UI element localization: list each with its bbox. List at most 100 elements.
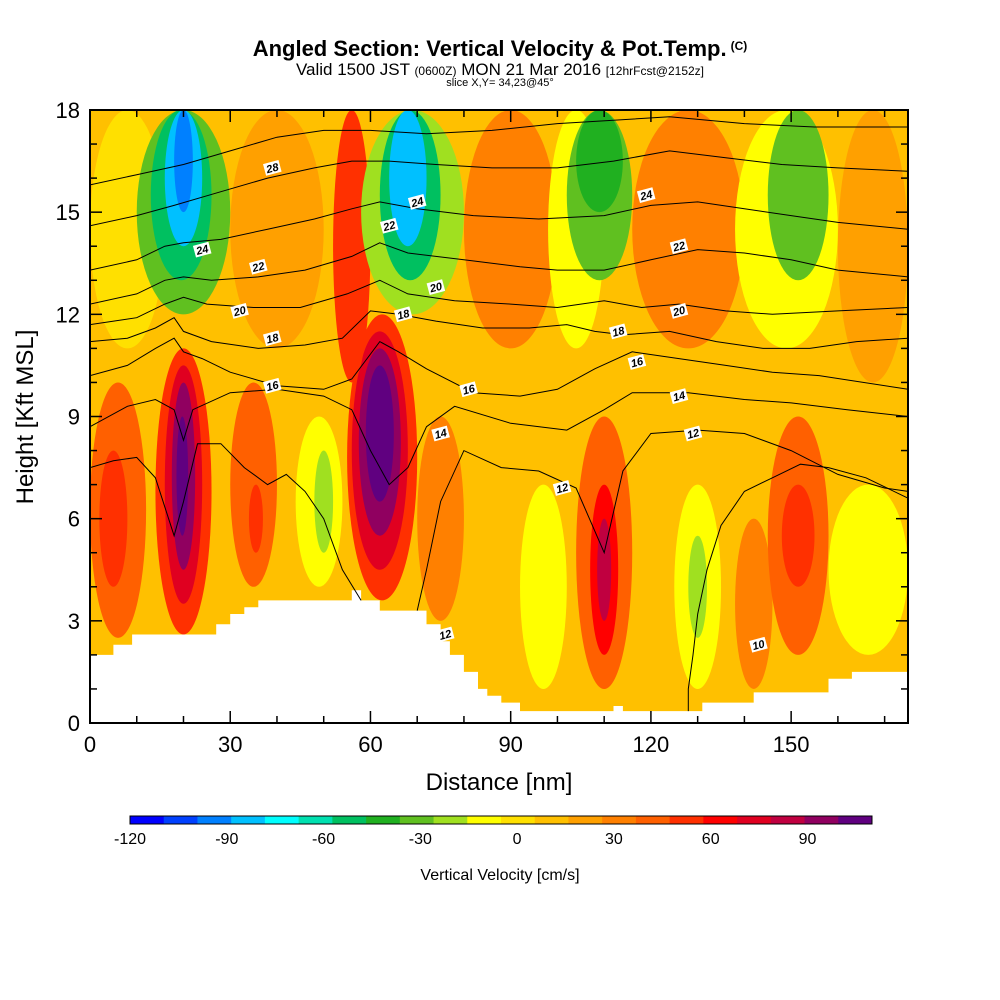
contour-line-14 <box>90 388 908 486</box>
velocity-cell <box>632 110 745 349</box>
contour-line-16 <box>90 337 908 397</box>
colorbar-swatch <box>534 816 569 824</box>
colorbar-swatch <box>332 816 367 824</box>
contour-label: 24 <box>636 187 656 204</box>
forecast-info: [12hrFcst@2152z] <box>605 64 705 78</box>
colorbar-swatch <box>804 816 839 824</box>
contour-label-text: 14 <box>672 390 687 405</box>
contour-line-28 <box>90 116 908 186</box>
velocity-cell <box>688 535 708 638</box>
contour-label-box <box>230 303 249 319</box>
y-tick-label: 9 <box>68 405 80 430</box>
x-tick-label: 120 <box>633 732 670 757</box>
valid-time-line: Valid 1500 JST (0600Z) MON 21 Mar 2016 [… <box>0 60 1000 80</box>
contour-label-text: 20 <box>671 304 688 319</box>
contour-label: 20 <box>426 279 446 296</box>
contour-label-text: 16 <box>461 383 477 398</box>
velocity-cell <box>248 484 263 553</box>
x-tick-label: 90 <box>498 732 522 757</box>
colorbar-swatch <box>399 816 435 824</box>
contour-label: 18 <box>263 330 282 347</box>
colorbar-swatch <box>770 816 806 824</box>
contour-label: 12 <box>683 425 703 442</box>
colorbar-tick-label: 60 <box>702 831 720 848</box>
contour-label-text: 24 <box>409 195 425 210</box>
contour-label-text: 10 <box>751 638 767 653</box>
colorbar-swatch <box>501 816 536 824</box>
y-tick-label: 18 <box>56 98 80 123</box>
contour-label-box <box>192 241 212 258</box>
x-axis-label: Distance [nm] <box>426 769 573 796</box>
colorbar-swatch <box>602 816 637 824</box>
velocity-cell <box>781 484 815 587</box>
contour-label-box <box>431 425 450 442</box>
y-tick-label: 6 <box>68 507 80 532</box>
colorbar-swatch <box>264 816 300 824</box>
contour-label-text: 20 <box>231 304 248 319</box>
contour-label-text: 12 <box>555 482 570 497</box>
contour-label-box <box>459 381 478 398</box>
contour-label-text: 12 <box>686 427 701 442</box>
contour-line-22 <box>90 242 908 305</box>
x-tick-label: 60 <box>358 732 382 757</box>
contour-line-10 <box>687 463 908 712</box>
contour-label: 22 <box>249 258 268 275</box>
velocity-cell <box>230 382 277 587</box>
colorbar-swatch <box>838 816 873 824</box>
contour-label-text: 20 <box>428 280 445 295</box>
contour-label: 18 <box>393 306 413 323</box>
colorbar-swatch <box>298 816 333 824</box>
colorbar-swatch <box>467 816 502 824</box>
contour-label-box <box>249 258 268 275</box>
colorbar-swatch <box>197 816 232 824</box>
colorbar-swatch <box>366 816 401 824</box>
velocity-cell <box>230 110 324 349</box>
colorbar-tick-label: 30 <box>605 831 623 848</box>
contour-label-box <box>608 323 628 340</box>
velocity-cell <box>576 110 623 213</box>
contour-label-box <box>749 636 768 653</box>
contour-label: 18 <box>608 323 628 340</box>
y-tick-label: 3 <box>68 609 80 634</box>
contour-line-12 <box>90 443 362 601</box>
valid-time: Valid 1500 JST <box>295 60 410 79</box>
terrain-shape <box>90 590 908 723</box>
contour-label: 16 <box>627 354 647 370</box>
y-axis-label: Height [Kft MSL] <box>12 330 39 505</box>
velocity-cell <box>837 110 908 383</box>
colorbar-tick-label: -30 <box>409 831 432 848</box>
y-tick-label: 12 <box>56 302 80 327</box>
contour-label: 22 <box>669 238 689 255</box>
contour-label: 12 <box>552 480 572 497</box>
contour-label-box <box>393 306 413 323</box>
velocity-cell <box>735 518 773 689</box>
slice-info: slice X,Y= 34,23@45° <box>446 77 554 89</box>
colorbar-frame <box>129 815 873 825</box>
chart-title-unit: (C) <box>730 39 748 53</box>
contour-label-box <box>435 626 455 643</box>
contour-label-text: 18 <box>611 325 627 340</box>
colorbar-tick-label: -60 <box>312 831 335 848</box>
contour-label-box <box>407 194 427 210</box>
contour-label: 20 <box>230 303 249 320</box>
velocity-cell <box>365 365 394 502</box>
velocity-cell <box>389 110 427 247</box>
contour-label-box <box>683 425 703 442</box>
contour-label-text: 12 <box>438 628 453 643</box>
colorbar-swatch <box>737 816 772 824</box>
contour-label: 20 <box>669 303 689 320</box>
contour-label: 16 <box>263 377 282 394</box>
contour-label-box <box>636 187 656 203</box>
velocity-cell <box>314 450 334 553</box>
contour-label: 24 <box>192 241 212 258</box>
contour-label-box <box>552 480 572 496</box>
contour-label: 24 <box>407 194 427 211</box>
colorbar: -120 -90 -60 -30 0 30 60 90 <box>114 815 873 848</box>
velocity-cell <box>99 450 128 587</box>
x-tick-label: 0 <box>84 732 96 757</box>
velocity-cell <box>828 484 908 655</box>
contour-label: 14 <box>669 388 689 405</box>
contour-label-text: 24 <box>638 189 654 204</box>
contour-line-20 <box>90 279 908 326</box>
